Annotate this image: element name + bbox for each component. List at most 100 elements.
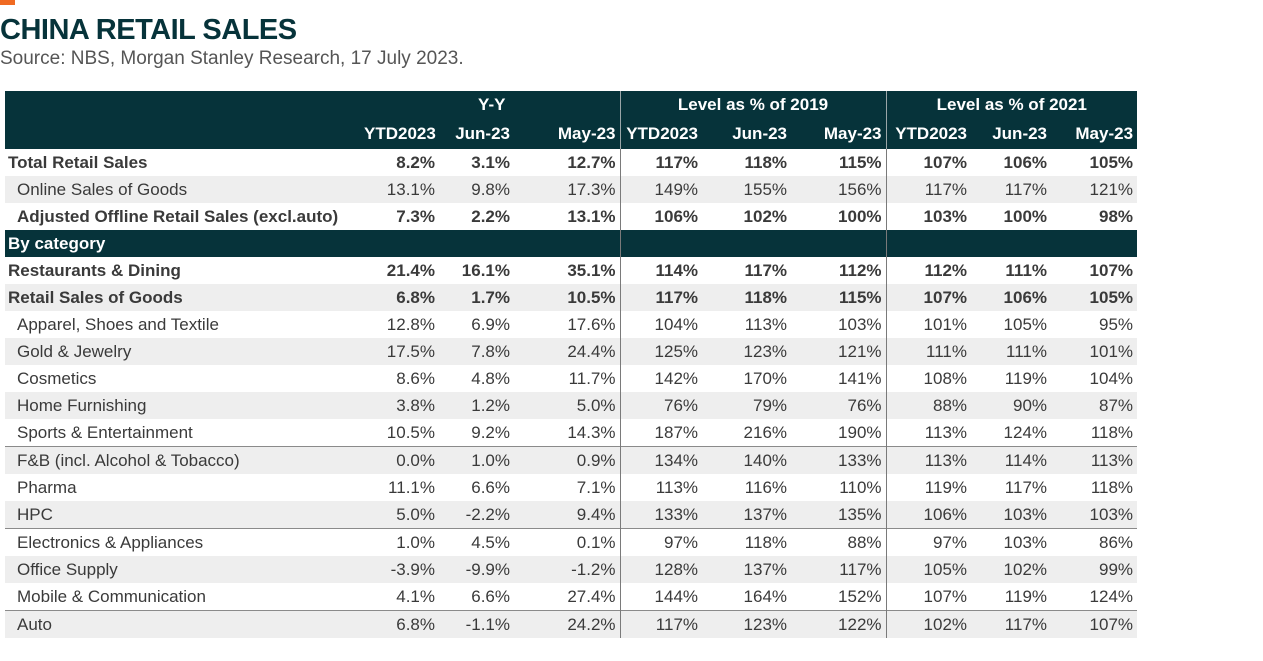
table-cell: 117% bbox=[971, 176, 1052, 203]
table-cell: 105% bbox=[1051, 284, 1138, 311]
table-row: Restaurants & Dining 21.4% 16.1% 35.1% 114% 1… bbox=[5, 257, 1137, 284]
group-header-row: Y-Y Level as % of 2019 Level as % of 202… bbox=[5, 91, 1138, 119]
table-cell: 156% bbox=[791, 176, 887, 203]
table-cell: 122% bbox=[791, 610, 887, 638]
section-cell bbox=[619, 230, 703, 257]
table-cell: 76% bbox=[791, 392, 887, 419]
table-cell: -9.9% bbox=[439, 556, 514, 583]
table-cell: 117% bbox=[971, 610, 1052, 638]
table-cell: 103% bbox=[838, 314, 882, 334]
table-cell: 119% bbox=[885, 474, 972, 501]
section-cell bbox=[885, 230, 972, 257]
table-cell: 16.1% bbox=[461, 260, 510, 280]
table-cell: 103% bbox=[971, 501, 1052, 529]
table-row: Mobile & Communication 4.1% 6.6% 27.4% 144% 1… bbox=[5, 583, 1137, 611]
table-cell: 187% bbox=[619, 419, 703, 447]
table-cell: 117% bbox=[744, 260, 788, 280]
table-cell: 90% bbox=[971, 392, 1052, 419]
table-cell: 104% bbox=[1089, 368, 1134, 388]
table-row: Gold & Jewelry 17.5% 7.8% 24.4% 125% 123% 121%… bbox=[5, 338, 1138, 365]
section-cell bbox=[439, 230, 514, 257]
table-cell: 9.8% bbox=[439, 176, 514, 203]
row-label: Pharma bbox=[17, 477, 77, 497]
table-cell: 123% bbox=[702, 338, 792, 365]
table-row: F&B (incl. Alcohol & Tobacco) 0.0% 1.0% 0.9… bbox=[5, 446, 1138, 474]
table-cell: 112% bbox=[838, 260, 882, 280]
table-cell: 117% bbox=[619, 284, 703, 311]
row-label: Office Supply bbox=[5, 556, 364, 583]
page-title: CHINA RETAIL SALES bbox=[0, 14, 297, 46]
table-cell: 98% bbox=[1099, 206, 1134, 226]
table-cell: 133% bbox=[619, 501, 703, 529]
column-header: YTD2023 bbox=[885, 119, 972, 149]
table-cell: 216% bbox=[743, 422, 788, 442]
section-cell bbox=[791, 230, 887, 257]
table-cell: 137% bbox=[702, 556, 792, 583]
table-cell: 125% bbox=[619, 338, 703, 365]
table-cell: 102% bbox=[971, 556, 1052, 583]
table-cell: 6.6% bbox=[471, 477, 510, 497]
table-cell: 21.4% bbox=[386, 260, 435, 280]
table-cell: 1.7% bbox=[439, 284, 514, 311]
header-blank bbox=[5, 119, 364, 149]
row-label: Restaurants & Dining bbox=[8, 260, 181, 280]
table-cell: 140% bbox=[702, 446, 792, 474]
table-cell: -1.1% bbox=[439, 610, 514, 638]
table-cell: 17.6% bbox=[567, 314, 616, 334]
table-cell: 111% bbox=[1005, 260, 1048, 280]
table-cell: 107% bbox=[885, 583, 972, 611]
table-cell: 164% bbox=[743, 586, 788, 606]
table-cell: 24.4% bbox=[514, 338, 621, 365]
table-cell: 115% bbox=[838, 152, 882, 172]
table-cell: 119% bbox=[1004, 586, 1048, 606]
group-header-yy: Y-Y bbox=[364, 91, 621, 119]
table-cell: 101% bbox=[1051, 338, 1138, 365]
table-cell: 113% bbox=[744, 314, 788, 334]
header-blank bbox=[5, 91, 364, 119]
column-header: May-23 bbox=[791, 119, 887, 149]
column-header: YTD2023 bbox=[619, 119, 703, 149]
table-cell: 102% bbox=[743, 206, 788, 226]
table-cell: 123% bbox=[702, 610, 792, 638]
table-cell: 11.7% bbox=[568, 368, 616, 388]
table-cell: 10.5% bbox=[386, 422, 435, 442]
section-row-by-category: By category bbox=[5, 230, 1138, 257]
table-cell: 86% bbox=[1051, 528, 1138, 556]
table-cell: 121% bbox=[1051, 176, 1138, 203]
table-cell: 95% bbox=[1099, 314, 1134, 334]
table-cell: 105% bbox=[885, 556, 972, 583]
table-cell: 7.3% bbox=[396, 206, 435, 226]
table-cell: 137% bbox=[702, 501, 792, 529]
table-cell: 116% bbox=[744, 477, 788, 497]
table-cell: 5.0% bbox=[514, 392, 621, 419]
table-row: Retail Sales of Goods 6.8% 1.7% 10.5% 117% 11… bbox=[5, 284, 1138, 311]
row-label: Cosmetics bbox=[17, 368, 97, 388]
group-header-2021: Level as % of 2021 bbox=[885, 91, 1138, 119]
table-cell: 142% bbox=[619, 365, 703, 392]
table-cell: 27.4% bbox=[567, 586, 616, 606]
table-cell: 100% bbox=[838, 206, 882, 226]
table-row: Online Sales of Goods 13.1% 9.8% 17.3% 149% 1… bbox=[5, 176, 1138, 203]
table-cell: 112% bbox=[885, 257, 972, 284]
table-cell: 106% bbox=[971, 284, 1052, 311]
table-cell: 97% bbox=[885, 528, 972, 556]
table-cell: 133% bbox=[791, 446, 887, 474]
table-cell: 117% bbox=[791, 556, 887, 583]
table-cell: 152% bbox=[838, 586, 882, 606]
table-cell: 17.3% bbox=[514, 176, 621, 203]
table-cell: 3.8% bbox=[364, 392, 439, 419]
table-cell: -1.2% bbox=[514, 556, 621, 583]
table-cell: 155% bbox=[702, 176, 792, 203]
table-cell: 35.1% bbox=[567, 260, 616, 280]
table-cell: 141% bbox=[838, 368, 882, 388]
table-cell: 118% bbox=[702, 528, 792, 556]
table-cell: 10.5% bbox=[514, 284, 621, 311]
section-label: By category bbox=[5, 230, 364, 257]
table-row: Home Furnishing 3.8% 1.2% 5.0% 76% 79% 76% 88% 9… bbox=[5, 392, 1138, 419]
table-cell: 107% bbox=[1089, 260, 1134, 280]
table-cell: 115% bbox=[791, 284, 887, 311]
table-cell: 1.0% bbox=[364, 528, 439, 556]
table-cell: 8.6% bbox=[396, 368, 435, 388]
table-cell: 144% bbox=[619, 583, 703, 611]
row-label: Gold & Jewelry bbox=[5, 338, 364, 365]
